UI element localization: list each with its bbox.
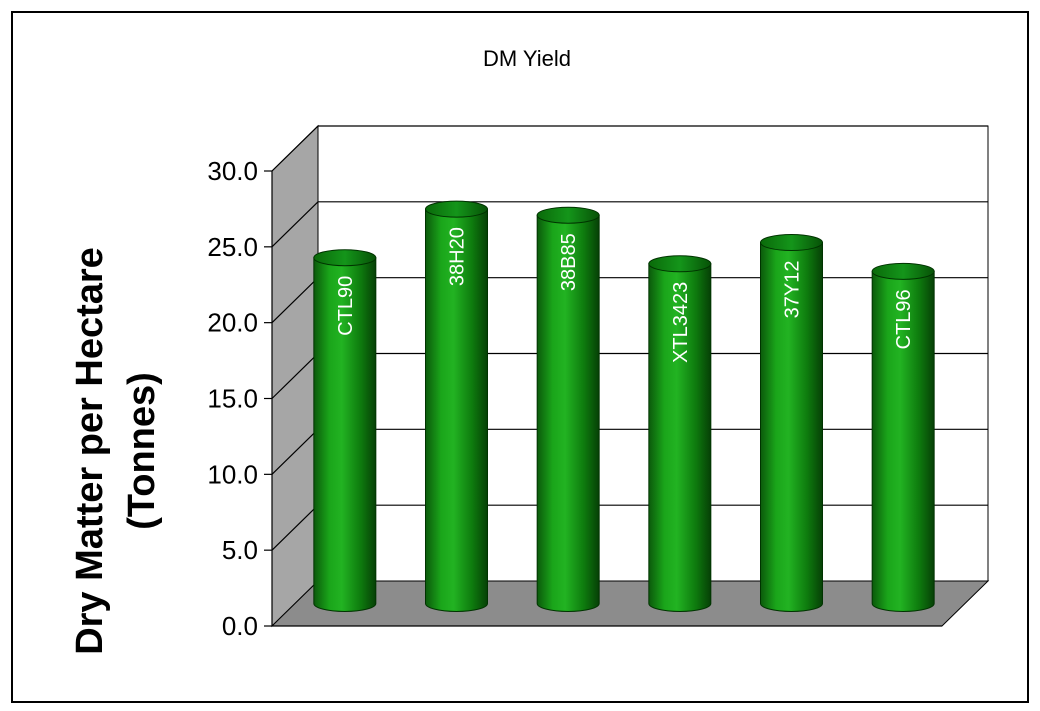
y-tick-label: 15.0 (207, 384, 258, 414)
y-tick-label: 0.0 (222, 611, 258, 641)
y-tick-label: 30.0 (207, 156, 258, 186)
bar-top-38H20 (425, 200, 488, 218)
gridline (271, 125, 988, 172)
bar-top-37Y12 (760, 234, 823, 252)
bar-38B85 (536, 214, 600, 612)
bar-top-CTL90 (313, 249, 377, 267)
bar-XTL3423 (648, 263, 712, 612)
bar-38H20 (425, 208, 488, 612)
bar-label: 38B85 (558, 233, 580, 291)
y-axis-title: Dry Matter per Hectare (Tonnes) (69, 247, 163, 655)
bar-label: CTL90 (335, 276, 357, 336)
bar-top-XTL3423 (648, 255, 712, 273)
chart-title: DM Yield (483, 46, 571, 71)
bar-37Y12 (760, 242, 823, 612)
bar-top-38B85 (536, 206, 600, 224)
bar-label: CTL96 (893, 289, 915, 349)
bar-CTL96 (871, 270, 935, 612)
y-tick-label: 25.0 (207, 232, 258, 262)
y-tick-label: 5.0 (222, 535, 258, 565)
y-axis-title-line1: Dry Matter per Hectare (69, 247, 111, 655)
plot-area: 0.0 5.0 10.0 15.0 20.0 25.0 30.0 CTL90 38H20 38B8… (207, 124, 990, 641)
gridline (271, 201, 988, 248)
y-axis-title-line2: (Tonnes) (121, 372, 163, 530)
y-tick-label: 10.0 (207, 459, 258, 489)
y-tick-label: 20.0 (207, 308, 258, 338)
bar-label: XTL3423 (670, 282, 692, 363)
bar-label: 37Y12 (782, 261, 804, 319)
bar-label: 38H20 (447, 227, 469, 286)
bar-top-CTL96 (871, 262, 935, 280)
bar-CTL90 (313, 257, 377, 612)
